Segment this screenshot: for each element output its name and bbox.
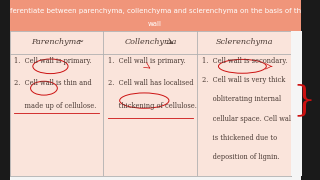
Text: Parenchyma: Parenchyma bbox=[32, 38, 82, 46]
Text: Collenchyma: Collenchyma bbox=[124, 38, 177, 46]
Text: ~: ~ bbox=[76, 37, 83, 46]
Text: Q.4 Differentiate between parenchyma, collenchyma and sclerenchyma on the basis : Q.4 Differentiate between parenchyma, co… bbox=[0, 8, 320, 14]
Text: made up of cellulose.: made up of cellulose. bbox=[14, 102, 96, 110]
Text: deposition of lignin.: deposition of lignin. bbox=[202, 153, 279, 161]
Text: wall: wall bbox=[148, 21, 162, 27]
Text: thickening of cellulose.: thickening of cellulose. bbox=[108, 102, 196, 110]
Text: }: } bbox=[292, 84, 315, 118]
Text: 1.  Cell wall is primary.: 1. Cell wall is primary. bbox=[14, 57, 92, 65]
Text: 1.  Cell wall is secondary.: 1. Cell wall is secondary. bbox=[202, 57, 287, 65]
Text: obliterating internal: obliterating internal bbox=[202, 95, 281, 103]
Text: cellular space. Cell wall: cellular space. Cell wall bbox=[202, 115, 293, 123]
Text: Sclerenchyma: Sclerenchyma bbox=[215, 38, 273, 46]
Text: 2.  Cell wall has localised: 2. Cell wall has localised bbox=[108, 79, 193, 87]
Text: 1.  Cell wall is primary.: 1. Cell wall is primary. bbox=[108, 57, 185, 65]
Text: 2.  Cell wall is thin and: 2. Cell wall is thin and bbox=[14, 79, 92, 87]
Text: 2.  Cell wall is very thick: 2. Cell wall is very thick bbox=[202, 76, 285, 84]
Text: is thickened due to: is thickened due to bbox=[202, 134, 277, 142]
